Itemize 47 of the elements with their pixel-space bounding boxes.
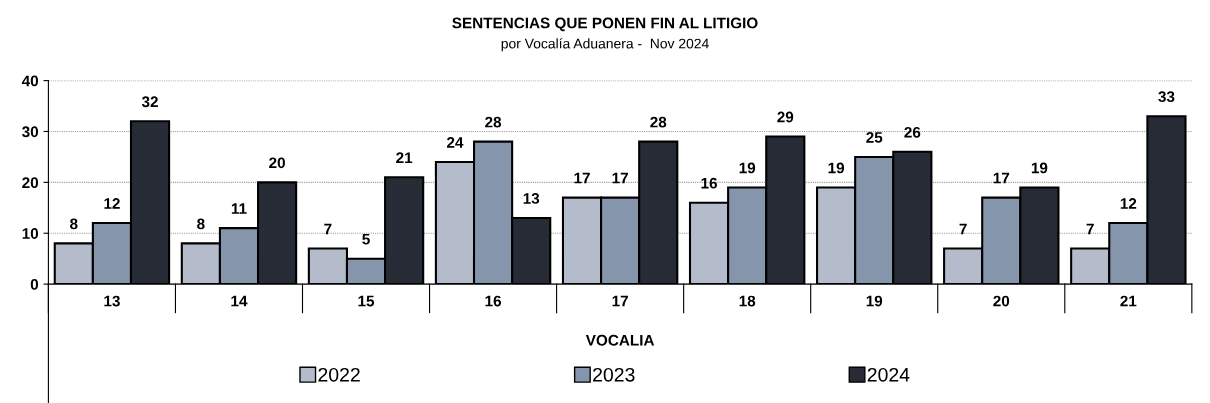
x-tick-label: 19 xyxy=(866,295,883,307)
x-tick-label: 16 xyxy=(485,295,502,307)
x-tick-label: 14 xyxy=(231,295,248,307)
data-label: 11 xyxy=(231,203,247,214)
data-label: 7 xyxy=(1086,223,1094,235)
data-label: 17 xyxy=(574,172,590,184)
data-label: 17 xyxy=(612,172,628,184)
data-label: 20 xyxy=(269,157,285,169)
data-label: 32 xyxy=(141,96,158,108)
data-label: 7 xyxy=(959,223,967,235)
data-label: 12 xyxy=(104,198,120,209)
data-label: 5 xyxy=(362,233,370,245)
data-label: 7 xyxy=(324,223,332,235)
data-label: 19 xyxy=(828,162,845,174)
data-label: 12 xyxy=(1120,198,1137,209)
chart-title: SENTENCIAS QUE PONEN FIN AL LITIGIO xyxy=(452,17,758,32)
data-label: 21 xyxy=(396,152,413,163)
legend-label: 2023 xyxy=(593,367,635,382)
y-tick-label: 20 xyxy=(22,177,39,189)
data-label: 16 xyxy=(701,177,718,189)
legend-label: 2024 xyxy=(867,367,910,382)
x-axis-title: VOCALIA xyxy=(585,334,655,346)
data-label: 25 xyxy=(866,131,883,143)
x-tick-label: 17 xyxy=(612,295,628,307)
data-label: 8 xyxy=(70,218,78,230)
y-tick-label: 30 xyxy=(22,126,39,138)
data-label: 17 xyxy=(993,172,1010,184)
data-label: 26 xyxy=(904,126,921,138)
data-label: 33 xyxy=(1158,91,1175,103)
x-tick-label: 21 xyxy=(1120,295,1137,307)
chart-subtitle: por Vocalía Aduanera - Nov 2024 xyxy=(501,38,709,52)
data-label: 19 xyxy=(739,162,756,174)
data-label: 28 xyxy=(650,116,667,128)
data-label: 28 xyxy=(485,116,502,128)
data-label: 13 xyxy=(523,193,540,204)
data-label: 24 xyxy=(446,137,464,148)
legend-label: 2022 xyxy=(318,367,360,382)
x-tick-label: 13 xyxy=(104,295,120,307)
y-tick-label: 10 xyxy=(22,228,39,239)
data-label: 29 xyxy=(777,111,794,123)
x-tick-label: 15 xyxy=(358,295,375,307)
y-tick-label: 40 xyxy=(21,75,39,87)
x-tick-label: 20 xyxy=(993,295,1010,307)
x-tick-label: 18 xyxy=(739,295,756,307)
data-label: 19 xyxy=(1031,162,1048,174)
data-label: 8 xyxy=(197,218,205,230)
y-tick-label: 0 xyxy=(30,278,39,290)
